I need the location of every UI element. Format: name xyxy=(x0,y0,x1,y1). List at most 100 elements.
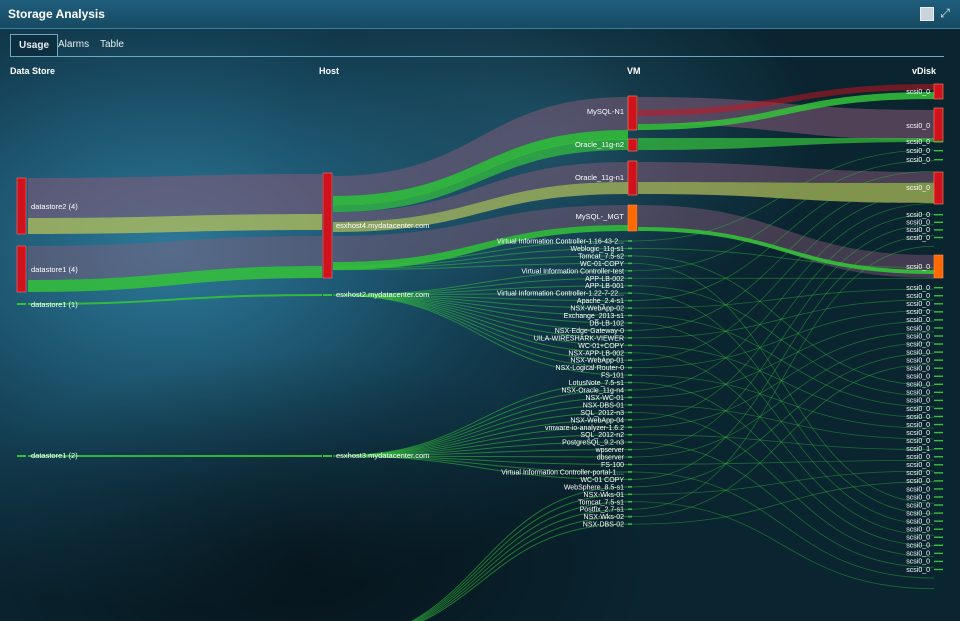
vm-small-node[interactable] xyxy=(628,389,632,391)
vm-small-node[interactable] xyxy=(628,299,632,302)
vdisk-small-node[interactable] xyxy=(934,407,943,410)
expand-icon[interactable]: ⤢ xyxy=(940,6,950,20)
vdisk-small-node[interactable] xyxy=(934,375,943,377)
vm-small-node[interactable] xyxy=(628,500,632,503)
vdisk-small-node[interactable] xyxy=(934,383,943,385)
vdisk-small-node[interactable] xyxy=(934,439,943,442)
vm-small-node[interactable] xyxy=(628,456,632,458)
vm-small-node[interactable] xyxy=(628,262,632,265)
vdisk-node[interactable] xyxy=(933,171,944,205)
vdisk-small-node[interactable] xyxy=(934,480,943,482)
vm-small-node[interactable] xyxy=(628,471,632,473)
vdisk-small-node[interactable] xyxy=(934,303,943,305)
vdisk-small-node[interactable] xyxy=(934,488,943,490)
host-node[interactable] xyxy=(323,294,332,296)
vm-small-node[interactable] xyxy=(628,329,632,332)
vdisk-small-node[interactable] xyxy=(934,327,943,329)
host-node[interactable] xyxy=(323,455,332,457)
vdisk-small-node[interactable] xyxy=(934,504,943,506)
vm-small-node[interactable] xyxy=(628,411,632,414)
vdisk-small-node[interactable] xyxy=(934,319,943,321)
vdisk-small-node[interactable] xyxy=(934,214,943,216)
vdisk-small-node[interactable] xyxy=(934,295,943,297)
vdisk-small-node[interactable] xyxy=(934,520,943,522)
vdisk-node[interactable] xyxy=(933,107,944,143)
vm-small-node[interactable] xyxy=(628,277,632,280)
vm-node[interactable] xyxy=(627,138,638,152)
vdisk-small-node[interactable] xyxy=(934,544,943,546)
datastore-node[interactable] xyxy=(17,455,26,457)
vdisk-small-node[interactable] xyxy=(934,512,943,514)
vdisk-small-node[interactable] xyxy=(934,367,943,369)
vdisk-small-node[interactable] xyxy=(934,536,943,538)
vm-small-node[interactable] xyxy=(628,419,632,421)
vm-small-node[interactable] xyxy=(628,307,632,309)
vdisk-small-node[interactable] xyxy=(934,311,943,313)
vdisk-small-node[interactable] xyxy=(934,464,943,466)
vm-small-node[interactable] xyxy=(628,292,632,294)
tab-alarms[interactable]: Alarms xyxy=(58,39,90,50)
vdisk-small-node[interactable] xyxy=(934,431,943,434)
vm-small-node[interactable] xyxy=(628,270,632,272)
tab-usage[interactable]: Usage xyxy=(10,34,59,57)
datastore-node[interactable] xyxy=(16,245,27,293)
vdisk-small-node[interactable] xyxy=(934,141,943,143)
vm-small-node[interactable] xyxy=(628,314,632,317)
datastore-node[interactable] xyxy=(16,177,27,235)
window-square-icon[interactable] xyxy=(920,7,934,21)
vm-small-node[interactable] xyxy=(628,366,632,369)
datastore-node[interactable] xyxy=(17,303,26,305)
vm-small-node[interactable] xyxy=(628,284,632,287)
vdisk-small-node[interactable] xyxy=(934,560,943,563)
vm-small-node[interactable] xyxy=(628,441,632,443)
vm-small-node[interactable] xyxy=(628,255,632,257)
vm-small-node[interactable] xyxy=(628,478,632,481)
vdisk-small-node[interactable] xyxy=(934,287,943,289)
vm-small-node[interactable] xyxy=(628,344,632,347)
vm-small-node[interactable] xyxy=(628,493,632,496)
host-node[interactable] xyxy=(322,172,333,279)
vm-small-node[interactable] xyxy=(628,523,632,525)
vdisk-small-node[interactable] xyxy=(934,423,943,426)
vdisk-small-node[interactable] xyxy=(934,343,943,345)
vdisk-node[interactable] xyxy=(933,254,944,279)
vm-small-node[interactable] xyxy=(628,448,632,451)
vm-node[interactable] xyxy=(627,95,638,131)
vdisk-small-node[interactable] xyxy=(934,448,943,450)
vdisk-small-node[interactable] xyxy=(934,335,943,337)
vdisk-small-node[interactable] xyxy=(934,236,943,239)
vm-small-node[interactable] xyxy=(628,463,632,466)
vm-small-node[interactable] xyxy=(628,381,632,384)
vm-small-node[interactable] xyxy=(628,404,632,406)
vm-node[interactable] xyxy=(627,204,638,232)
vm-small-node[interactable] xyxy=(628,426,632,429)
vdisk-small-node[interactable] xyxy=(934,399,943,402)
vm-small-node[interactable] xyxy=(628,374,632,376)
vm-small-node[interactable] xyxy=(628,351,632,354)
vdisk-small-node[interactable] xyxy=(934,159,943,161)
tab-table[interactable]: Table xyxy=(100,39,124,50)
vdisk-small-node[interactable] xyxy=(934,150,943,152)
vdisk-node[interactable] xyxy=(933,83,944,100)
vdisk-small-node[interactable] xyxy=(934,359,943,361)
vm-small-node[interactable] xyxy=(628,515,632,518)
vdisk-small-node[interactable] xyxy=(934,472,943,474)
vdisk-small-node[interactable] xyxy=(934,568,943,571)
vdisk-small-node[interactable] xyxy=(934,528,943,530)
vm-small-node[interactable] xyxy=(628,322,632,324)
vdisk-small-node[interactable] xyxy=(934,496,943,498)
vm-small-node[interactable] xyxy=(628,240,632,242)
vdisk-small-node[interactable] xyxy=(934,552,943,555)
vm-small-node[interactable] xyxy=(628,396,632,399)
vdisk-small-node[interactable] xyxy=(934,456,943,458)
vdisk-small-node[interactable] xyxy=(934,391,943,394)
vdisk-small-node[interactable] xyxy=(934,221,943,223)
vm-small-node[interactable] xyxy=(628,337,632,339)
vm-small-node[interactable] xyxy=(628,508,632,510)
vm-small-node[interactable] xyxy=(628,359,632,361)
vm-small-node[interactable] xyxy=(628,486,632,488)
vm-small-node[interactable] xyxy=(628,433,632,436)
vm-node[interactable] xyxy=(627,160,638,196)
vdisk-small-node[interactable] xyxy=(934,351,943,353)
vdisk-small-node[interactable] xyxy=(934,415,943,418)
